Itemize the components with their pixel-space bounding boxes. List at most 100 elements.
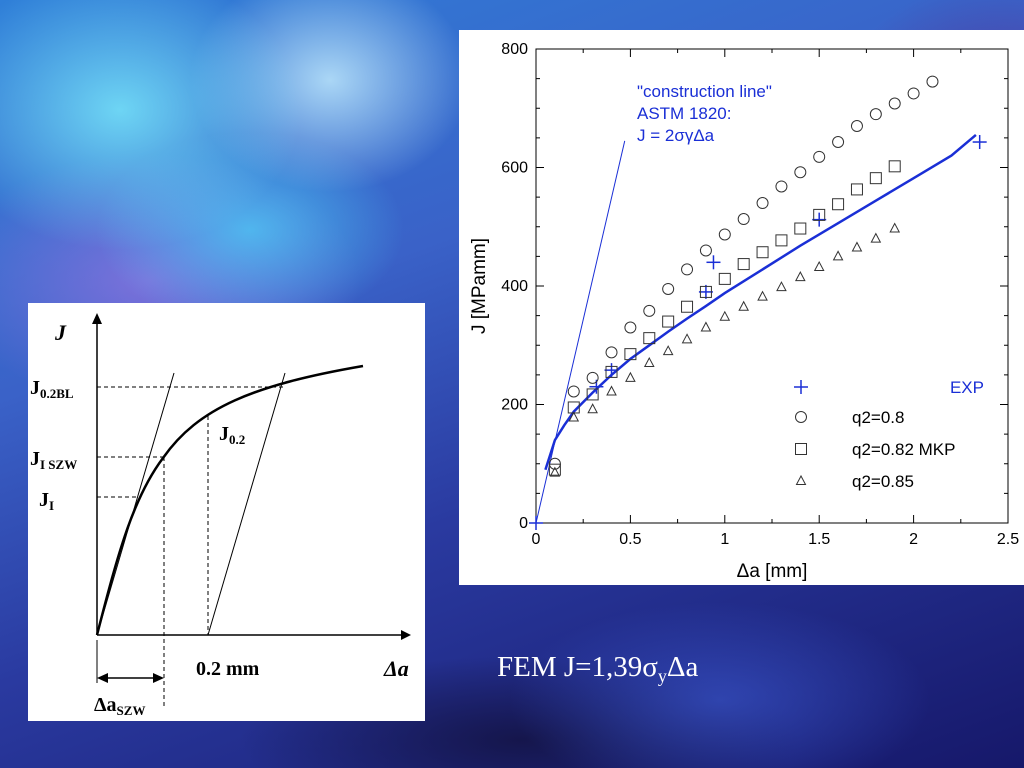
data-point-triangle	[587, 403, 598, 414]
data-point-triangle	[643, 356, 655, 368]
legend-marker-triangle	[795, 474, 807, 485]
legend-marker-plus	[794, 380, 808, 394]
data-point-circle	[624, 321, 637, 334]
legend-label: q2=0.85	[852, 472, 914, 491]
dszw-label: ΔaSZW	[94, 694, 145, 718]
data-point-square	[718, 272, 731, 285]
data-point-square	[832, 198, 845, 211]
data-point-square	[869, 172, 882, 185]
x-tick-label: 2.5	[997, 531, 1019, 548]
data-point-square	[850, 183, 863, 196]
data-point-square	[813, 208, 826, 221]
data-point-plus	[604, 363, 619, 378]
ji-label: JI	[39, 489, 54, 513]
data-point-triangle	[606, 385, 617, 396]
lines-layer	[535, 133, 977, 524]
y-tick-label: 800	[501, 41, 528, 58]
data-point-circle	[681, 263, 694, 276]
x-axis-arrow-icon	[401, 630, 411, 640]
data-point-triangle	[757, 290, 768, 301]
data-point-plus	[529, 516, 543, 530]
data-point-circle	[643, 304, 656, 317]
legend-marker-circle	[795, 411, 807, 423]
legend-label: EXP	[950, 378, 984, 397]
data-point-circle	[775, 180, 788, 193]
data-point-triangle	[889, 222, 901, 233]
data-point-triangle	[870, 232, 882, 243]
data-point-triangle	[568, 411, 580, 422]
chart-svg: 0 0.5 1 1.5 2 2.5 0 200 400 600 800 "construction …	[469, 41, 1019, 582]
data-point-square	[662, 315, 675, 328]
data-point-plus	[706, 255, 721, 270]
data-point-circle	[586, 371, 599, 384]
data-point-circle	[718, 228, 731, 241]
data-point-circle	[794, 166, 807, 179]
annotation-line: J = 2σγΔa	[637, 126, 715, 145]
dszw-arrow-left-icon	[97, 673, 108, 683]
x-tick-label: 1.5	[808, 531, 830, 548]
data-point-circle	[605, 346, 618, 359]
data-point-circle	[869, 108, 882, 121]
legend-label: q2=0.82 MKP	[852, 440, 956, 459]
data-point-triangle	[813, 260, 825, 272]
data-point-circle	[832, 136, 845, 149]
y-axis-label: J [MPamm]	[469, 238, 490, 334]
data-point-circle	[567, 385, 580, 398]
legend-marker-square	[795, 443, 807, 455]
j02-label: J0.2	[219, 423, 245, 447]
data-point-triangle	[794, 271, 806, 282]
x-tick-label: 1	[720, 531, 729, 548]
legend-label: q2=0.8	[852, 408, 904, 427]
data-point-triangle	[719, 310, 731, 321]
data-point-circle	[662, 282, 675, 295]
data-point-square	[624, 348, 637, 361]
data-point-plus	[812, 212, 827, 227]
data-point-triangle	[851, 241, 863, 252]
data-point-square	[737, 258, 750, 271]
ticks-layer: 0 0.5 1 1.5 2 2.5 0 200 400 600 800	[501, 41, 1019, 548]
marks-layer	[529, 75, 987, 530]
j02bl-label: J0.2BL	[30, 377, 74, 401]
annotation-layer: "construction line" ASTM 1820: J = 2σγΔa	[637, 82, 772, 145]
annotation-line: ASTM 1820:	[637, 104, 732, 123]
data-point-triangle	[681, 333, 693, 344]
data-point-circle	[699, 244, 712, 257]
construction-line	[535, 140, 626, 524]
y-tick-label: 600	[501, 160, 528, 177]
fit-curve	[544, 133, 977, 471]
dszw-arrow-right-icon	[153, 673, 164, 683]
x-tick-label: 0	[532, 531, 541, 548]
data-point-triangle	[738, 300, 750, 311]
data-point-plus	[698, 284, 713, 299]
blunting-line	[96, 372, 175, 636]
data-point-triangle	[625, 371, 636, 382]
data-point-circle	[813, 150, 826, 163]
y-tick-label: 0	[519, 515, 528, 532]
legend-layer: EXP q2=0.8 q2=0.82 MKP q2=0.85	[794, 378, 984, 491]
data-point-circle	[926, 75, 939, 88]
y-tick-label: 400	[501, 278, 528, 295]
offset-line	[207, 372, 286, 636]
y-axis-label: J	[54, 320, 67, 345]
jiszw-label: JI SZW	[30, 448, 77, 472]
data-point-square	[643, 332, 656, 345]
data-point-plus	[972, 135, 987, 150]
x-tick-label: 2	[909, 531, 918, 548]
data-point-circle	[850, 120, 863, 133]
x-axis-label: Δa	[383, 656, 409, 681]
annotation-line: "construction line"	[637, 82, 772, 101]
data-point-square	[548, 463, 561, 476]
data-point-square	[605, 365, 618, 378]
data-point-triangle	[549, 466, 561, 477]
data-point-triangle	[700, 321, 712, 332]
data-point-square	[681, 300, 694, 313]
x-axis-label: Δa [mm]	[737, 561, 808, 582]
data-point-square	[699, 285, 712, 298]
data-point-circle	[907, 87, 920, 100]
data-point-circle	[737, 213, 750, 226]
data-point-square	[756, 246, 769, 259]
data-point-circle	[888, 97, 901, 110]
data-point-square	[775, 234, 788, 247]
y-axis-arrow-icon	[92, 313, 102, 324]
schematic-panel: J Δa J0.2BL JI SZW JI J0.2 0.2 mm ΔaSZW	[28, 303, 425, 721]
